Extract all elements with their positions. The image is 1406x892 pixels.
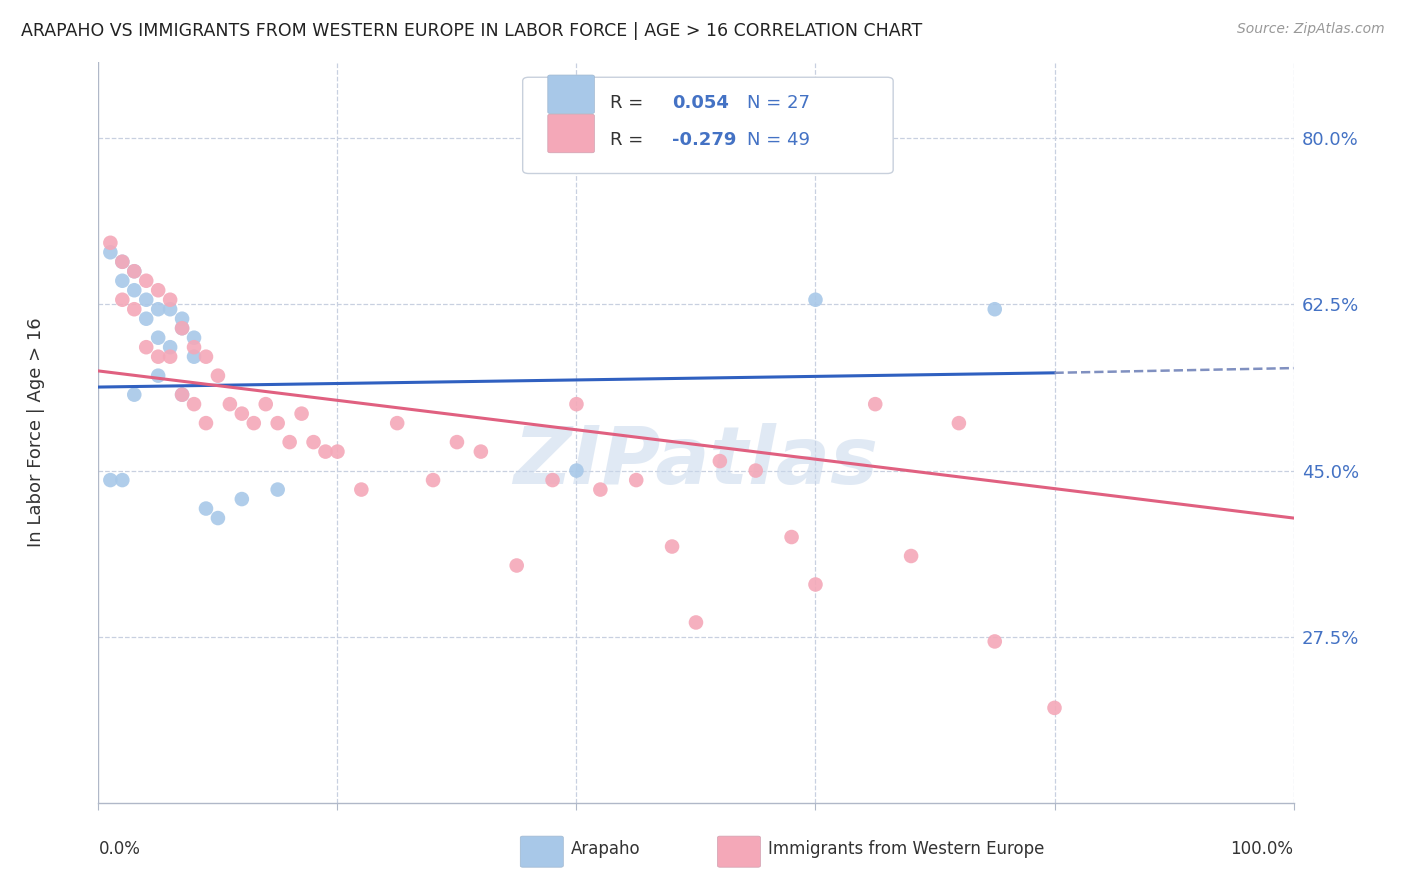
Point [385,416,409,430]
Point [865,397,887,411]
Point [709,454,731,468]
Point [183,340,205,354]
Point [98,235,122,250]
Text: -0.279: -0.279 [672,131,737,149]
Point [172,387,194,401]
Point [661,540,683,554]
Point [124,302,146,317]
Point [135,340,157,354]
Text: ZIPatlas: ZIPatlas [513,423,879,501]
Text: N = 49: N = 49 [748,131,810,149]
Point [278,435,301,450]
FancyBboxPatch shape [548,75,595,113]
Point [124,387,146,401]
Point [804,293,827,307]
Point [183,350,205,364]
Point [159,293,181,307]
Point [111,254,134,268]
Point [159,340,181,354]
Point [148,302,170,317]
Point [195,501,218,516]
Point [98,473,122,487]
Text: 100.0%: 100.0% [1230,840,1294,858]
Point [148,368,170,383]
Point [124,264,146,278]
Point [565,464,588,478]
Point [183,331,205,345]
Point [111,473,134,487]
Point [446,435,468,450]
Point [745,464,768,478]
Point [315,444,337,458]
FancyBboxPatch shape [523,78,893,173]
Point [124,283,146,297]
Point [589,483,612,497]
Point [422,473,444,487]
Point [111,274,134,288]
FancyBboxPatch shape [548,114,595,153]
Point [183,397,205,411]
FancyBboxPatch shape [520,836,564,867]
Point [111,293,134,307]
Point [984,634,1007,648]
Text: 0.054: 0.054 [672,95,728,112]
Point [900,549,922,563]
Text: Immigrants from Western Europe: Immigrants from Western Europe [768,839,1045,858]
FancyBboxPatch shape [717,836,761,867]
Point [267,416,290,430]
Point [626,473,648,487]
Point [243,416,266,430]
Point [506,558,529,573]
Point [565,397,588,411]
Point [780,530,803,544]
Point [135,293,157,307]
Point [135,274,157,288]
Point [159,350,181,364]
Text: In Labor Force | Age > 16: In Labor Force | Age > 16 [27,318,45,548]
Point [219,397,242,411]
Point [291,407,314,421]
Point [148,331,170,345]
Point [98,245,122,260]
Point [948,416,970,430]
Point [135,311,157,326]
Point [172,311,194,326]
Point [172,321,194,335]
Point [207,368,229,383]
Point [148,283,170,297]
Point [207,511,229,525]
Point [111,254,134,268]
Point [195,416,218,430]
Point [685,615,707,630]
Point [350,483,373,497]
Point [267,483,290,497]
Point [231,491,253,506]
Point [124,264,146,278]
Point [231,407,253,421]
Point [172,387,194,401]
Point [470,444,492,458]
Point [148,350,170,364]
Text: 0.0%: 0.0% [98,840,141,858]
Point [984,302,1007,317]
Point [541,473,564,487]
Text: N = 27: N = 27 [748,95,810,112]
Point [1043,701,1066,715]
Point [159,302,181,317]
Point [804,577,827,591]
Point [302,435,325,450]
Point [172,321,194,335]
Text: ARAPAHO VS IMMIGRANTS FROM WESTERN EUROPE IN LABOR FORCE | AGE > 16 CORRELATION : ARAPAHO VS IMMIGRANTS FROM WESTERN EUROP… [21,22,922,40]
Point [326,444,349,458]
Text: Arapaho: Arapaho [571,839,640,858]
Text: Source: ZipAtlas.com: Source: ZipAtlas.com [1237,22,1385,37]
Point [195,350,218,364]
Point [254,397,277,411]
Text: R =: R = [610,95,650,112]
Text: R =: R = [610,131,650,149]
